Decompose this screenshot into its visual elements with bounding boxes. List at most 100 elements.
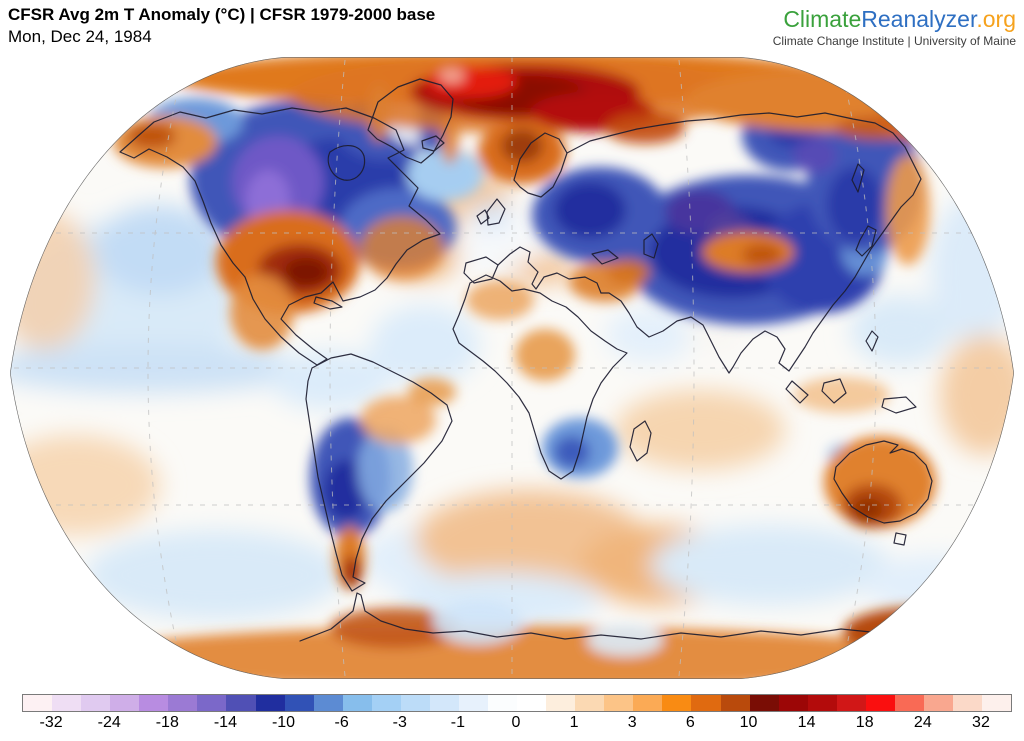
colorbar-segment-8 [255,695,285,711]
colorbar-label--14: -14 [213,714,237,731]
anomaly-region-eq-pac-band [10,343,310,393]
colorbar-label--18: -18 [155,714,179,731]
anomaly-region-southern-us-maroon [284,258,328,286]
colorbar-label--10: -10 [271,714,296,731]
colorbar-segment-15 [458,695,488,711]
anomaly-region-esib-purple [793,137,837,173]
colorbar-segment-13 [400,695,430,711]
coast-eurasia [566,112,922,374]
colorbar-segment-31 [923,695,953,711]
colorbar-segment-18 [546,695,576,711]
anomaly-region-alaska-core [128,123,176,149]
anomaly-region-uruguay-blue [357,428,413,512]
colorbar-segment-11 [342,695,372,711]
coast-sumatra [785,380,809,404]
coast-borneo [821,378,847,404]
colorbar-label-0: 0 [511,714,521,731]
anomaly-region-nesib-warm [878,94,962,142]
coast-philippines [865,330,879,352]
colorbar-segment-6 [197,695,227,711]
anomaly-region-tibet-core [742,244,782,266]
logo-subtitle: Climate Change Institute | University of… [772,34,1016,48]
colorbar-label--6: -6 [334,714,349,731]
anomaly-region-eq-pac2 [270,350,390,410]
anomaly-region-npac-blue2 [95,205,225,295]
coast-australia [833,440,933,524]
anomaly-region-arctic-bright-red [427,66,517,98]
anomaly-region-natl-lightblue [407,149,483,201]
title-block: CFSR Avg 2m T Anomaly (°C) | CFSR 1979-2… [8,4,435,48]
colorbar-segment-20 [604,695,634,711]
colorbar-segment-32 [953,695,983,711]
anomaly-region-patagonia-core [343,556,361,588]
anomaly-region-safrica-core [554,436,590,468]
colorbar [22,694,1012,712]
colorbar-label-14: 14 [797,714,816,731]
anomaly-region-s-pac-blue [85,530,345,620]
colorbar-segment-16 [488,695,518,711]
coast-cuba [313,296,343,310]
coast-sakhalin [851,163,865,193]
colorbar-segment-5 [168,695,198,711]
anomaly-region-eeur-navy [554,182,626,238]
colorbar-segment-33 [982,695,1012,711]
anomaly-region-antarctic-blue-gap2 [587,624,663,656]
colorbar-label--3: -3 [392,714,407,731]
coast-south-america [305,353,453,592]
coast-africa [452,274,628,480]
anomaly-region-ind-s-blue [650,525,890,605]
logo-wordmark: ClimateReanalyzer.org [773,6,1016,32]
anomaly-region-nwpac-orange-band [886,155,930,265]
colorbar-label--32: -32 [39,714,63,731]
coast-uk [486,198,506,226]
colorbar-segment-28 [836,695,866,711]
colorbar-segment-21 [633,695,663,711]
anomaly-region-ind-warm [615,390,785,470]
anomaly-region-antarctic-maroon [924,617,980,639]
colorbar-segment-1 [52,695,82,711]
colorbar-label-32: 32 [972,714,990,731]
logo-reanalyzer: Reanalyzer [861,6,977,32]
logo-climate: Climate [783,6,862,32]
colorbar-label-24: 24 [913,714,932,731]
anomaly-region-antarctic-blue-gap [433,600,523,644]
coast-black-sea [591,249,619,265]
logo-org: .org [976,6,1016,32]
colorbar-segment-26 [778,695,808,711]
colorbar-segment-14 [429,695,459,711]
colorbar-label-6: 6 [685,714,695,731]
colorbar-segment-27 [807,695,837,711]
coast-ireland [476,209,490,225]
coastlines [119,78,1002,642]
colorbar-label-18: 18 [855,714,874,731]
coast-nz-north [952,556,974,582]
anomaly-region-us-eastcoast-warm [360,216,444,280]
coast-greenland [367,78,454,164]
coast-madagascar [629,420,652,462]
coast-caspian [643,233,659,259]
colorbar-segment-3 [110,695,140,711]
colorbar-segment-29 [865,695,895,711]
coast-tasmania [893,532,907,546]
colorbar-segment-30 [894,695,924,711]
colorbar-segment-7 [226,695,256,711]
colorbar-segment-4 [139,695,169,711]
projection-outline [10,57,1014,679]
colorbar-segment-24 [720,695,750,711]
colorbar-label-1: 1 [569,714,579,731]
anomaly-region-mexico-warm [230,274,294,350]
anomaly-region-sahara-warm2 [515,329,575,381]
anomaly-region-australia-dark [853,498,883,520]
anomaly-region-esib-navy [827,167,883,243]
anomaly-region-indonesia-warm [794,377,890,413]
colorbar-label--1: -1 [450,714,465,731]
colorbar-segment-19 [575,695,605,711]
anomaly-region-scandinavia-core [501,129,543,163]
anomaly-region-antarctic-left-dark [330,608,460,648]
anomaly-region-sahara-warm1 [466,280,534,320]
anomaly-region-brazil-warm2 [408,378,456,406]
colorbar-segment-9 [284,695,314,711]
colorbar-segment-2 [81,695,111,711]
